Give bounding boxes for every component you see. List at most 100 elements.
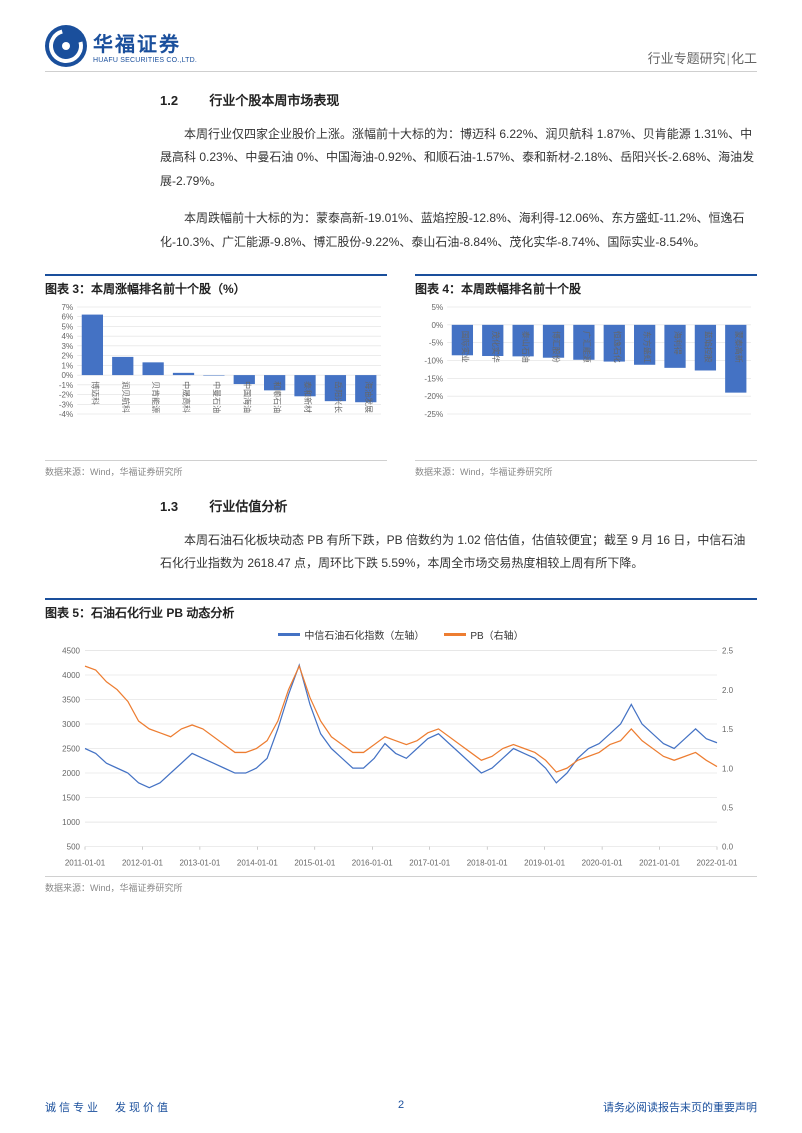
- fig4-title: 图表 4：本周跌幅排名前十个股: [415, 274, 757, 297]
- svg-text:3000: 3000: [62, 720, 80, 729]
- svg-text:2011-01-01: 2011-01-01: [65, 858, 106, 867]
- logo-block: 华福证券 HUAFU SECURITIES CO.,LTD.: [45, 25, 197, 67]
- svg-text:2017-01-01: 2017-01-01: [409, 858, 450, 867]
- svg-text:-3%: -3%: [59, 400, 73, 409]
- svg-text:-2%: -2%: [59, 391, 73, 400]
- svg-text:1%: 1%: [62, 361, 74, 370]
- svg-text:2012-01-01: 2012-01-01: [122, 858, 163, 867]
- paragraph-losers: 本周跌幅前十大标的为：蒙泰高新-19.01%、蓝焰控股-12.8%、海利得-12…: [160, 207, 757, 254]
- svg-text:2.5: 2.5: [722, 646, 734, 655]
- logo-icon: [45, 25, 87, 67]
- legend-swatch-icon: [278, 633, 300, 636]
- svg-text:2021-01-01: 2021-01-01: [639, 858, 680, 867]
- svg-text:2019-01-01: 2019-01-01: [524, 858, 565, 867]
- svg-text:0%: 0%: [432, 321, 444, 330]
- section-number: 1.2: [160, 93, 178, 108]
- svg-text:2000: 2000: [62, 769, 80, 778]
- svg-text:2.0: 2.0: [722, 685, 734, 694]
- svg-text:3500: 3500: [62, 695, 80, 704]
- svg-text:-1%: -1%: [59, 381, 73, 390]
- svg-text:500: 500: [67, 842, 81, 851]
- section-number: 1.3: [160, 499, 178, 514]
- svg-text:博迈科: 博迈科: [90, 381, 100, 405]
- fig4-source: 数据来源：Wind，华福证券研究所: [415, 465, 757, 478]
- section-title: 行业个股本周市场表现: [209, 93, 339, 108]
- fig3-title: 图表 3：本周涨幅排名前十个股（%）: [45, 274, 387, 297]
- fig5-legend: 中信石油石化指数（左轴） PB（右轴）: [45, 627, 757, 642]
- footer-page-number: 2: [398, 1099, 404, 1111]
- svg-text:2014-01-01: 2014-01-01: [237, 858, 278, 867]
- svg-text:0.0: 0.0: [722, 842, 734, 851]
- section-title: 行业估值分析: [209, 499, 287, 514]
- svg-text:5%: 5%: [432, 303, 444, 312]
- svg-text:-5%: -5%: [429, 339, 443, 348]
- svg-text:2018-01-01: 2018-01-01: [467, 858, 508, 867]
- svg-text:0.5: 0.5: [722, 803, 734, 812]
- svg-text:0%: 0%: [62, 371, 74, 380]
- fig3-source: 数据来源：Wind，华福证券研究所: [45, 465, 387, 478]
- legend-label: PB（右轴）: [470, 627, 523, 642]
- svg-text:2500: 2500: [62, 744, 80, 753]
- svg-text:2015-01-01: 2015-01-01: [294, 858, 335, 867]
- svg-text:1000: 1000: [62, 818, 80, 827]
- svg-text:广汇能源: 广汇能源: [582, 331, 592, 363]
- svg-text:2022-01-01: 2022-01-01: [697, 858, 738, 867]
- svg-text:4%: 4%: [62, 332, 74, 341]
- fig5-source: 数据来源：Wind，华福证券研究所: [45, 881, 757, 894]
- svg-text:-25%: -25%: [424, 410, 443, 419]
- header-sector: 化工: [731, 51, 757, 66]
- svg-text:海油发展: 海油发展: [364, 381, 374, 413]
- svg-text:5%: 5%: [62, 322, 74, 331]
- svg-text:蒙泰高新: 蒙泰高新: [734, 331, 744, 363]
- fig4-chart: -25% -20% -15% -10% -5% 0% 5% 国际实业 茂化实华 泰山石油 博汇股份 广…: [415, 301, 757, 456]
- legend-label: 中信石油石化指数（左轴）: [304, 627, 424, 642]
- svg-text:4500: 4500: [62, 646, 80, 655]
- svg-text:东方盛虹: 东方盛虹: [643, 331, 653, 363]
- svg-text:中晟高科: 中晟高科: [182, 381, 192, 413]
- svg-text:博汇股份: 博汇股份: [552, 331, 562, 363]
- svg-text:1.0: 1.0: [722, 764, 734, 773]
- svg-text:3%: 3%: [62, 342, 74, 351]
- svg-text:-4%: -4%: [59, 410, 73, 419]
- svg-text:-15%: -15%: [424, 374, 443, 383]
- header-category: 行业专题研究: [648, 51, 726, 66]
- svg-text:1500: 1500: [62, 793, 80, 802]
- svg-text:贝肯能源: 贝肯能源: [151, 381, 161, 413]
- svg-text:-20%: -20%: [424, 392, 443, 401]
- svg-text:4000: 4000: [62, 671, 80, 680]
- svg-text:泰山石油: 泰山石油: [521, 331, 531, 363]
- svg-text:7%: 7%: [62, 303, 74, 312]
- paragraph-gainers: 本周行业仅四家企业股价上涨。涨幅前十大标的为：博迈科 6.22%、润贝航科 1.…: [160, 123, 757, 193]
- footer-disclaimer: 请务必阅读报告末页的重要声明: [603, 1099, 757, 1115]
- header-right: 行业专题研究|化工: [648, 48, 757, 67]
- svg-text:中国海油: 中国海油: [242, 381, 252, 413]
- footer-motto: 诚信专业 发现价值: [45, 1099, 171, 1115]
- svg-text:-10%: -10%: [424, 356, 443, 365]
- svg-text:6%: 6%: [62, 313, 74, 322]
- fig5-chart: 500 1000 1500 2000 2500 3000 3500 4000 4500 0.0 0.…: [45, 642, 757, 877]
- svg-text:和顺石油: 和顺石油: [273, 381, 283, 413]
- legend-item-pb: PB（右轴）: [444, 627, 523, 642]
- legend-item-index: 中信石油石化指数（左轴）: [278, 627, 424, 642]
- svg-text:2020-01-01: 2020-01-01: [582, 858, 623, 867]
- fig3-chart: -4%-3%-2%-1%0%1%2%3%4%5%6%7% 博迈科 润贝航科 贝肯能源 中…: [45, 301, 387, 456]
- legend-swatch-icon: [444, 633, 466, 636]
- paragraph-valuation: 本周石油石化板块动态 PB 有所下跌，PB 倍数约为 1.02 倍估值，估值较便…: [160, 529, 757, 576]
- svg-text:中曼石油: 中曼石油: [212, 381, 222, 413]
- page-footer: 诚信专业 发现价值 2 请务必阅读报告末页的重要声明: [45, 1099, 757, 1115]
- svg-text:岳阳兴长: 岳阳兴长: [333, 381, 343, 413]
- section-heading-1-3: 1.3 行业估值分析: [160, 496, 757, 515]
- fig5-title: 图表 5：石油石化行业 PB 动态分析: [45, 598, 757, 621]
- svg-text:蓝焰控股: 蓝焰控股: [703, 331, 713, 363]
- svg-text:泰和新材: 泰和新材: [303, 381, 313, 413]
- svg-text:海利得: 海利得: [673, 331, 683, 355]
- separator: |: [727, 51, 730, 66]
- logo-text-en: HUAFU SECURITIES CO.,LTD.: [93, 57, 197, 64]
- svg-text:2013-01-01: 2013-01-01: [179, 858, 220, 867]
- svg-text:国际实业: 国际实业: [460, 331, 470, 363]
- svg-text:2%: 2%: [62, 352, 74, 361]
- svg-text:润贝航科: 润贝航科: [121, 381, 131, 413]
- svg-text:茂化实华: 茂化实华: [491, 331, 501, 363]
- section-heading-1-2: 1.2 行业个股本周市场表现: [160, 90, 757, 109]
- svg-text:恒逸石化: 恒逸石化: [612, 331, 622, 363]
